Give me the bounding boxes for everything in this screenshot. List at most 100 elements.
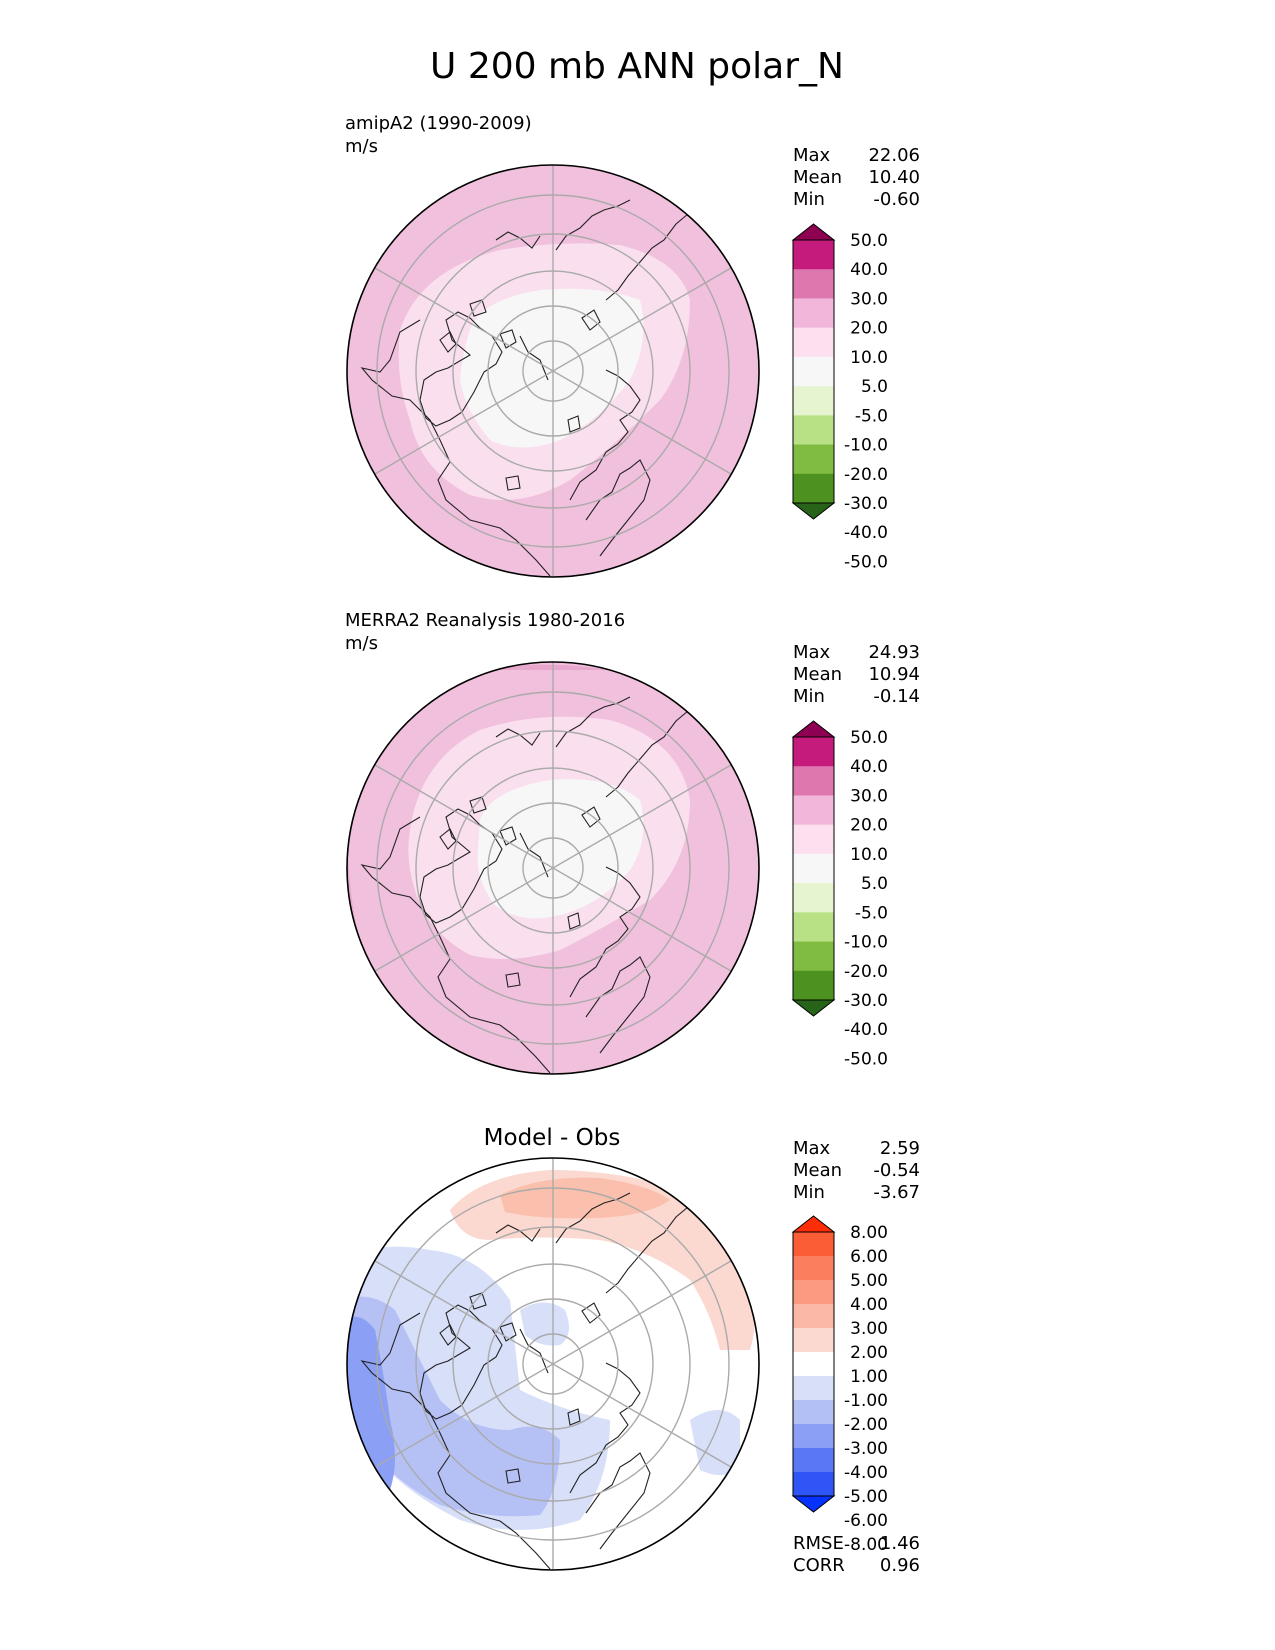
colorbar-tick-label: 40.0 [850,260,888,280]
colorbar-segment [793,795,834,826]
panel-title-line1: MERRA2 Reanalysis 1980-2016 [345,610,625,631]
colorbar-tick-label: -20.0 [844,465,888,485]
colorbar-tick-label: 5.0 [861,874,888,894]
colorbar-extend-bottom [791,1495,836,1513]
stat-value-corr: 0.96 [880,1555,920,1576]
colorbar: 50.0 40.0 30.0 20.0 10.0 5.0 -5.0 -10.0 -20.0 -30… [791,720,888,1069]
stat-label-min: Min [793,686,825,707]
colorbar-tick-label: -5.0 [855,406,888,426]
colorbar-segment [793,386,834,416]
stat-label-min: Min [793,1182,825,1203]
colorbar-segment [793,883,834,913]
map-field-0-5 [460,288,644,448]
colorbar-tick-label: -40.0 [844,523,888,543]
polar-map [347,1158,759,1570]
colorbar-tick-label: -10.0 [844,933,888,953]
colorbar-tick-label: -30.0 [844,494,888,514]
map-field-neg-3-4 [347,1316,395,1490]
stat-value-min: -0.60 [873,189,920,210]
colorbar-tick-label: 40.0 [850,757,888,777]
colorbar-tick-label: -8.00 [844,1535,888,1555]
colorbar-tick-label: 1.00 [850,1367,888,1387]
colorbar-segment [793,1376,834,1401]
colorbar-outline [792,239,835,504]
stat-value-min: -3.67 [873,1182,920,1203]
colorbar-tick-label: -50.0 [844,552,888,572]
stat-value-rmse: 1.46 [880,1533,920,1554]
stat-label-mean: Mean [793,664,842,685]
colorbar-tick-label: -10.0 [844,436,888,456]
colorbar-tick-label: 8.00 [850,1223,888,1243]
colorbar-segment [793,473,834,504]
stat-label-min: Min [793,189,825,210]
colorbar-tick-label: 20.0 [850,816,888,836]
colorbar: 8.00 6.00 5.00 4.00 3.00 2.00 1.00 -1.00 -2.00 -3… [791,1215,888,1555]
colorbar-tick-label: 4.00 [850,1295,888,1315]
colorbar-segment [793,1352,834,1377]
map-field-0-5 [477,779,644,919]
colorbar-tick-label: -3.00 [844,1439,888,1459]
colorbar-tick-label: -20.0 [844,962,888,982]
colorbar-tick-label: -6.00 [844,1511,888,1531]
colorbar-tick-label: -40.0 [844,1020,888,1040]
colorbar-tick-label: -50.0 [844,1049,888,1069]
stat-label-max: Max [793,1138,831,1159]
colorbar-tick-label: -5.00 [844,1487,888,1507]
colorbar-segment [793,941,834,972]
stats-box: Max 22.06 Mean 10.40 Min -0.60 [793,145,920,210]
panel-title-line1: amipA2 (1990-2009) [345,113,532,134]
colorbar-segment [793,1448,834,1473]
graticule [374,1158,732,1570]
colorbar-segment [793,737,834,767]
colorbar-segment [793,912,834,943]
bottom-stats: RMSE 1.46 CORR 0.96 [793,1533,920,1576]
stats-box: Max 2.59 Mean -0.54 Min -3.67 [793,1138,920,1203]
colorbar-segment [793,970,834,1001]
panel-diff: Model - Obs Max 2 [346,1125,920,1576]
colorbar-segment [793,327,834,358]
stat-label-mean: Mean [793,1160,842,1181]
colorbar-tick-label: 3.00 [850,1319,888,1339]
stat-label-max: Max [793,642,831,663]
map-boundary [346,164,760,578]
stat-value-mean: 10.94 [868,664,920,685]
colorbar-segment [793,1256,834,1281]
colorbar-tick-label: -5.0 [855,903,888,923]
colorbar-extend-top [791,720,836,738]
colorbar-extend-bottom [791,999,836,1017]
colorbar-extend-top [791,1215,836,1233]
colorbar-segment [793,356,834,387]
colorbar-tick-label: 50.0 [850,231,888,251]
polar-map [347,165,759,577]
stat-value-max: 24.93 [868,642,920,663]
colorbar-segment [793,824,834,855]
colorbar-tick-label: 5.0 [861,377,888,397]
colorbar-tick-label: 50.0 [850,728,888,748]
colorbar-segment [793,444,834,475]
colorbar-segment [793,298,834,329]
colorbar-extend-top [791,223,836,241]
stat-label-corr: CORR [793,1555,845,1576]
panel-title-line2: m/s [345,633,378,654]
polar-map [347,662,759,1074]
colorbar: 50.0 40.0 30.0 20.0 10.0 5.0 -5.0 -10.0 -20.0 -30… [791,223,888,572]
colorbar-tick-label: 6.00 [850,1247,888,1267]
stat-label-mean: Mean [793,167,842,188]
colorbar-segment [793,415,834,446]
map-field-neg-2-3 [347,1296,560,1517]
stat-value-max: 2.59 [880,1138,920,1159]
colorbar-tick-label: 30.0 [850,289,888,309]
stat-value-max: 22.06 [868,145,920,166]
colorbar-tick-label: 20.0 [850,319,888,339]
colorbar-segment [793,240,834,270]
map-field-neg-small [690,1410,740,1475]
colorbar-segment [793,1328,834,1353]
colorbar-segment [793,269,834,299]
graticule [374,662,732,1074]
colorbar-tick-label: 10.0 [850,348,888,368]
colorbar-segment [793,1424,834,1449]
stat-value-min: -0.14 [873,686,920,707]
stat-label-rmse: RMSE [793,1533,844,1554]
colorbar-segment [793,1400,834,1425]
